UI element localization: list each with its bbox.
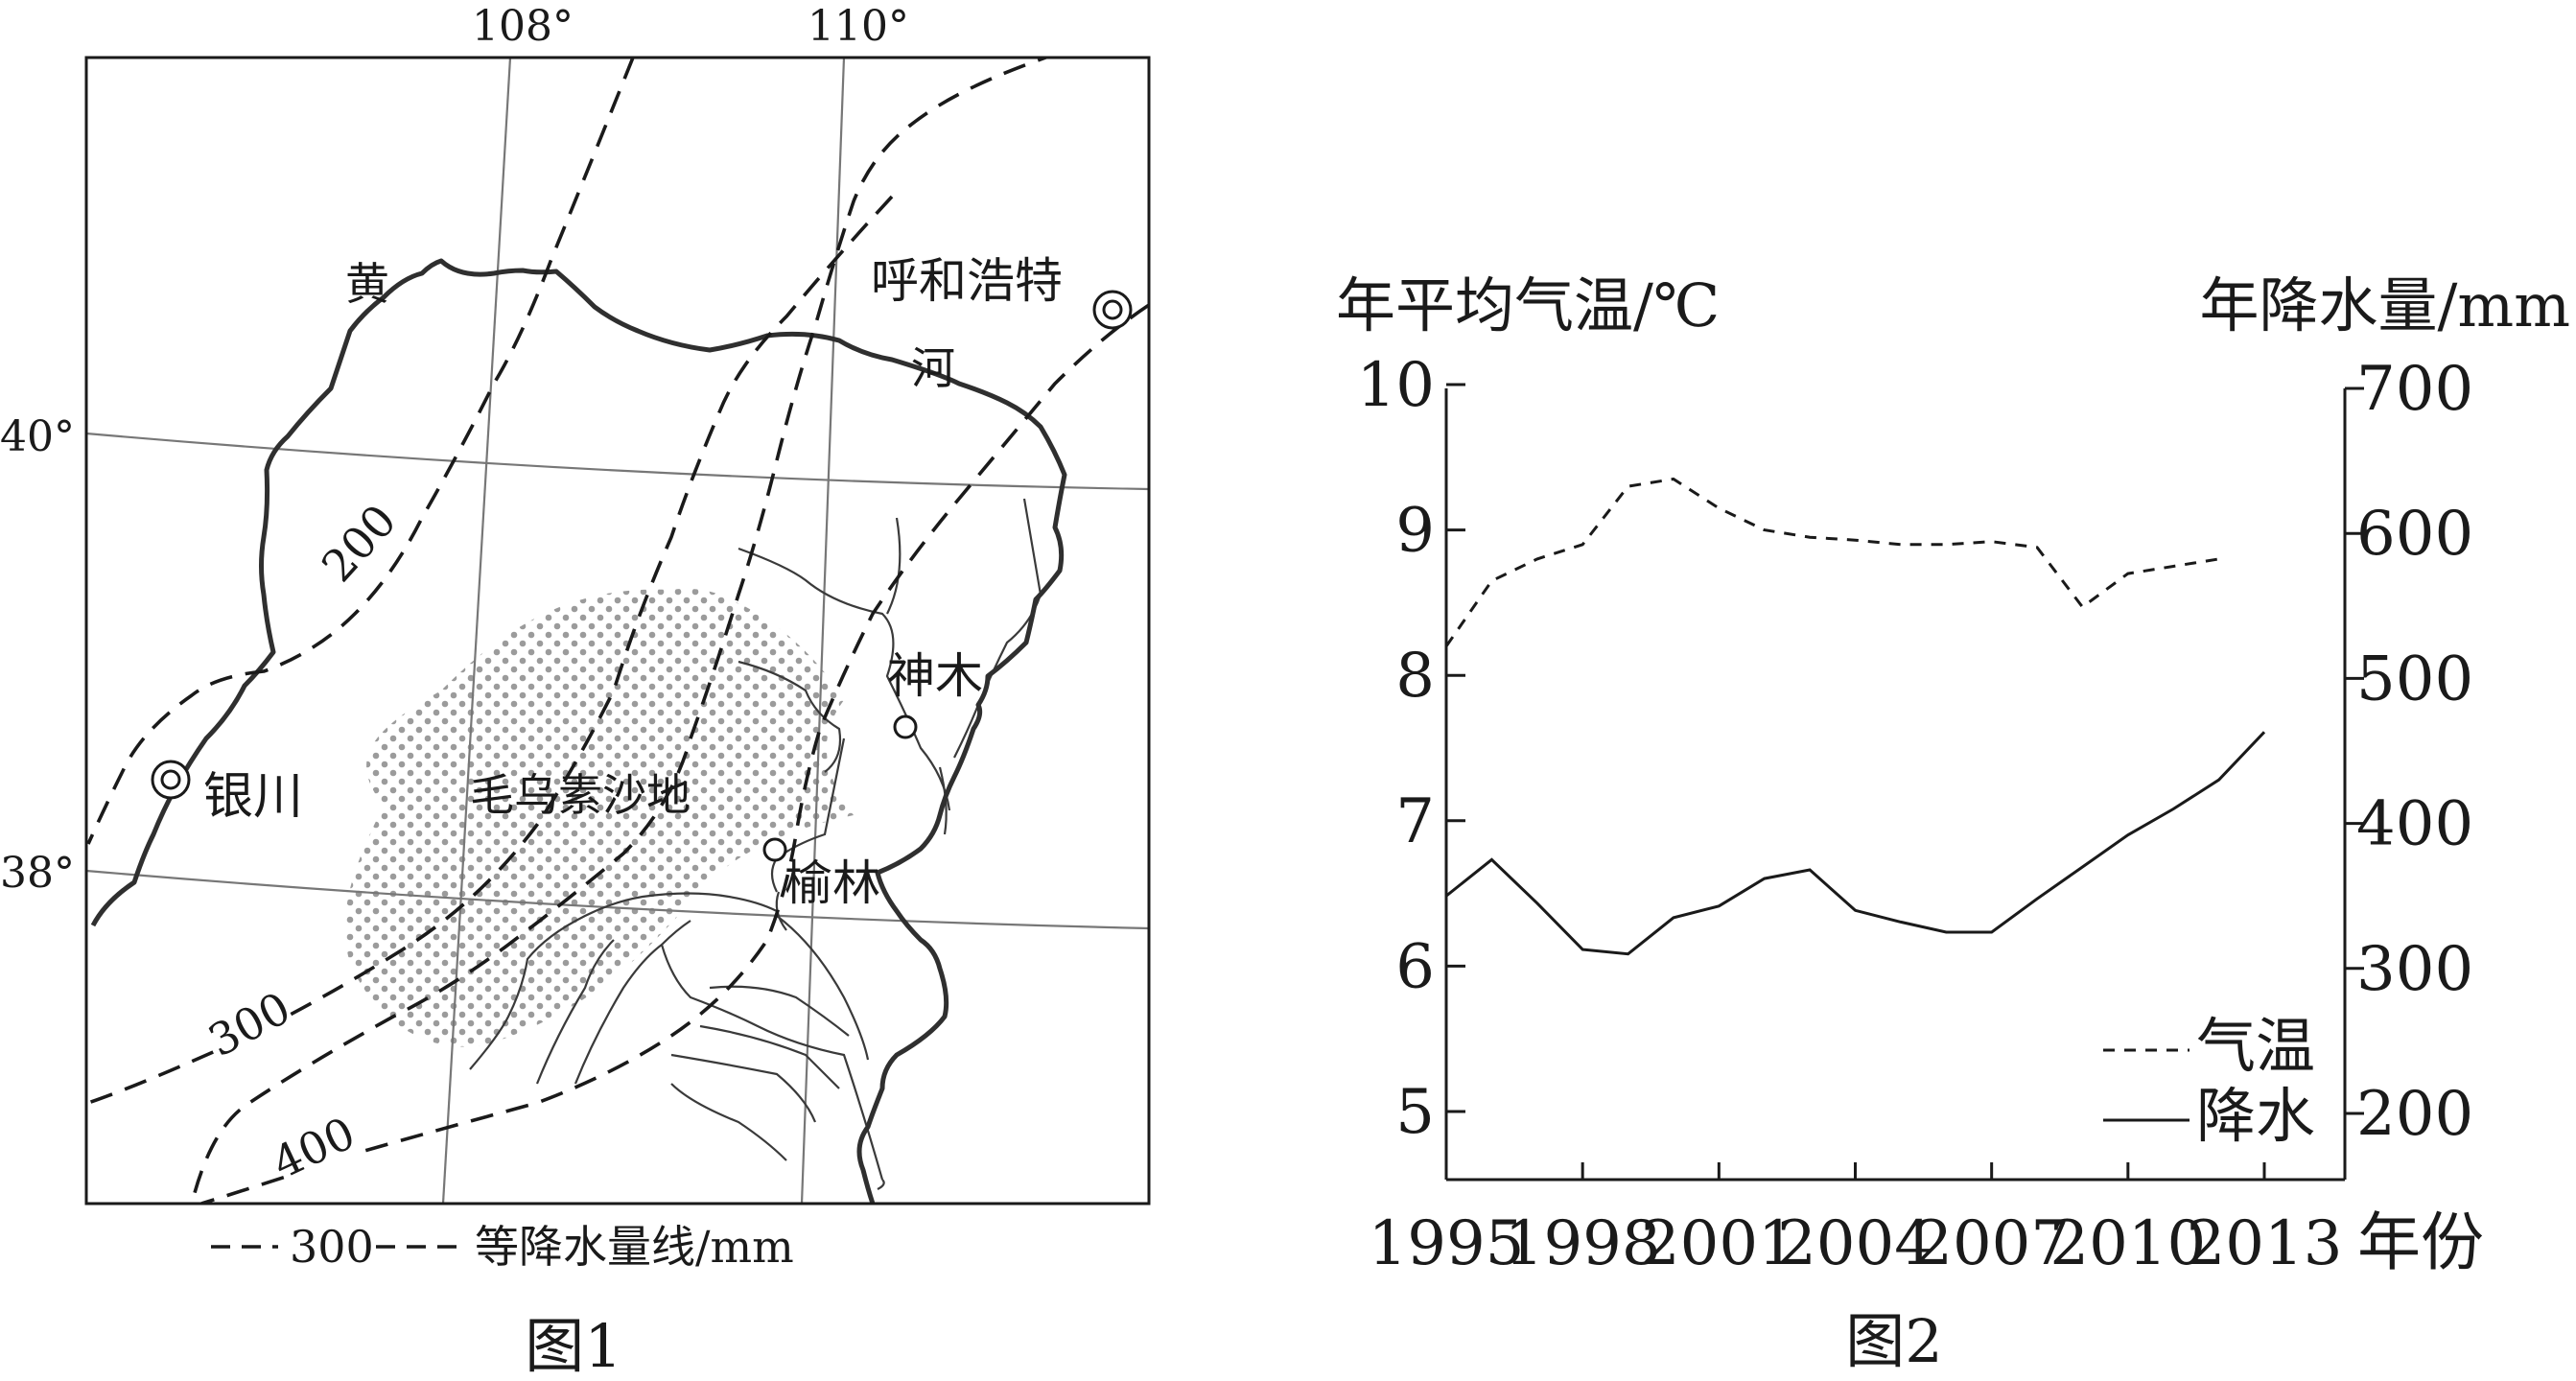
city-yulin: 榆林 — [762, 837, 880, 911]
x-tick-label: 2007 — [1913, 1208, 2070, 1279]
figure-1-map: 108° 110° 40° 38° 黄 河 200 300 400 呼和浩特 银… — [0, 2, 1151, 1381]
precipitation-series-line — [1445, 731, 2266, 956]
river-label-he: 河 — [911, 342, 955, 394]
x-tick-label: 1995 — [1369, 1208, 1525, 1279]
city-label-yinchuan: 银川 — [203, 768, 303, 826]
x-axis-suffix: 年份 — [2357, 1205, 2484, 1279]
tributary-rivers — [469, 498, 1042, 1190]
city-yinchuan: 银川 — [151, 760, 303, 826]
meridian-108 — [441, 58, 512, 1204]
left-axis-title: 年平均气温/℃ — [1336, 270, 1720, 340]
isohyet-400 — [190, 58, 1051, 1204]
city-marker-icon — [893, 714, 918, 739]
isohyet-label-300: 300 — [200, 982, 299, 1067]
figure-1-caption: 图1 — [525, 1311, 621, 1381]
figure-2-caption: 图2 — [1845, 1306, 1942, 1376]
left-tick-label: 6 — [1395, 931, 1435, 1002]
right-tick-label: 600 — [2356, 499, 2473, 570]
city-huhehaote: 呼和浩特 — [871, 253, 1133, 330]
x-tick-label: 1998 — [1505, 1208, 1661, 1279]
series-layer — [1444, 477, 2266, 956]
lat-label-40: 40° — [0, 412, 75, 461]
city-shenmu: 神木 — [887, 648, 983, 739]
legend-temperature: 气温 — [2196, 1011, 2315, 1081]
map-legend: 300 等降水量线/mm — [211, 1221, 794, 1273]
isohyet-300 — [87, 195, 894, 1105]
meridian-110 — [800, 58, 846, 1204]
right-tick-label: 200 — [2356, 1079, 2473, 1150]
x-tick-label: 2001 — [1641, 1208, 1797, 1279]
isohyet-500 — [200, 303, 1149, 1204]
right-tick-label: 300 — [2356, 934, 2473, 1005]
desert-label: 毛乌素沙地 — [470, 769, 691, 821]
left-tick-label: 10 — [1357, 350, 1435, 421]
city-marker-icon — [762, 837, 787, 862]
river-label-huang: 黄 — [345, 258, 389, 310]
temperature-series-line — [1444, 477, 2219, 647]
right-tick-label: 700 — [2356, 354, 2473, 425]
legend-precipitation: 降水 — [2196, 1081, 2315, 1151]
chart-legend: 气温 降水 — [2103, 1011, 2315, 1151]
left-tick-label: 8 — [1395, 641, 1435, 712]
left-axis-ticks: 5 6 7 8 9 10 — [1357, 350, 1465, 1148]
x-tick-label: 2013 — [2187, 1208, 2343, 1279]
city-label-huhehaote: 呼和浩特 — [871, 253, 1063, 309]
right-axis-title: 年降水量/mm — [2200, 270, 2570, 340]
map-frame — [84, 56, 1151, 1205]
city-label-shenmu: 神木 — [887, 648, 983, 704]
legend-sample-value: 300 — [290, 1221, 374, 1273]
parallel-38 — [86, 869, 1149, 930]
left-tick-label: 5 — [1395, 1077, 1435, 1148]
legend-text: 等降水量线/mm — [475, 1221, 794, 1273]
isohyets — [86, 58, 1149, 1204]
lon-label-108: 108° — [472, 2, 574, 51]
x-tick-label: 2010 — [2049, 1208, 2206, 1279]
right-tick-label: 500 — [2356, 644, 2473, 714]
x-tick-label: 2004 — [1777, 1208, 1933, 1279]
yellow-river — [90, 258, 1067, 1204]
right-tick-label: 400 — [2356, 789, 2473, 860]
figure-2-chart: 年平均气温/℃ 年降水量/mm 5 6 7 8 9 10 200 300 400 500 600 7… — [1336, 270, 2570, 1376]
left-tick-label: 9 — [1395, 496, 1435, 567]
lat-label-38: 38° — [0, 849, 75, 898]
left-tick-label: 7 — [1395, 786, 1435, 857]
isohyet-label-200: 200 — [312, 495, 407, 592]
right-axis-ticks: 200 300 400 500 600 700 — [2345, 354, 2473, 1150]
parallel-40 — [86, 432, 1149, 491]
city-label-yulin: 榆林 — [785, 855, 880, 911]
lon-label-110: 110° — [808, 2, 909, 51]
